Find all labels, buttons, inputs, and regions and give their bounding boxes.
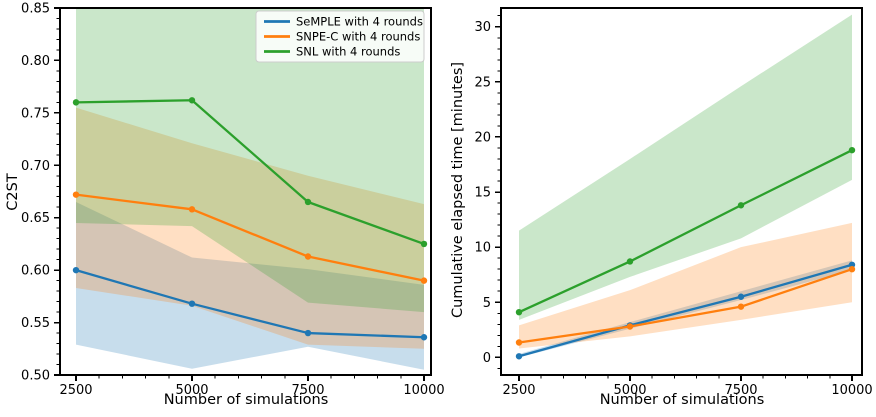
line-snl: [74, 99, 426, 246]
x-tick-label: 2500: [502, 383, 535, 398]
band-snpe-c: [76, 107, 424, 349]
y-tick-label: 10: [474, 241, 491, 256]
y-tick-label: 20: [474, 130, 491, 145]
y-tick-label: 0: [483, 351, 491, 366]
marker-snpe-c: [420, 277, 428, 284]
marker-snl: [737, 202, 745, 209]
line-semple: [74, 268, 426, 339]
marker-snpe-c: [626, 323, 634, 330]
x-tick-label: 2500: [59, 383, 92, 398]
y-tick-label: 0.75: [21, 106, 50, 121]
y-tick-label: 15: [474, 186, 491, 201]
y-tick-label: 0.55: [21, 316, 50, 331]
x-tick-label: 10000: [831, 383, 872, 398]
y-tick-label: 5: [483, 296, 491, 311]
left-plot-xaxis-label: Number of simulations: [163, 392, 329, 408]
legend-label: SNL with 4 rounds: [296, 45, 400, 59]
marker-snl: [848, 146, 856, 154]
band-snl: [76, 8, 424, 313]
plot-c2st-vs-simulations: 2500 5000 7500 10000 0.50 0.55 0.60 0.65 0.70 0.7…: [21, 2, 445, 399]
x-tick-label: 7500: [291, 383, 324, 398]
y-tick-label: 0.65: [21, 211, 50, 226]
left-plot-yaxis-label: C2ST: [5, 173, 21, 211]
marker-semple: [72, 266, 80, 274]
y-tick-label: 0.85: [21, 2, 50, 17]
legend-label: SNPE-C with 4 rounds: [296, 30, 420, 44]
x-tick-label: 7500: [724, 383, 757, 398]
marker-snpe-c: [848, 265, 856, 273]
confidence-bands: [76, 8, 424, 370]
marker-semple: [515, 353, 523, 360]
plot-elapsed-time-vs-simulations: 2500 5000 7500 10000 0 5 10 15 20 25 30: [474, 7, 873, 398]
marker-snl: [304, 198, 312, 206]
line-snpe-c: [517, 268, 854, 344]
line-snl: [517, 149, 854, 314]
line-snpe-c: [74, 193, 426, 282]
marker-snl: [188, 97, 196, 104]
marker-snl: [420, 240, 428, 248]
marker-snpe-c: [515, 339, 523, 346]
marker-semple: [304, 329, 312, 337]
x-tick-label: 5000: [613, 383, 646, 398]
marker-snpe-c: [72, 191, 80, 198]
y-tick-label: 0.50: [21, 369, 50, 384]
marker-semple: [737, 293, 745, 300]
right-plot-xaxis-label: Number of simulations: [599, 392, 765, 408]
axes: 2500 5000 7500 10000 0.50 0.55 0.60 0.65 0.70 0.7…: [21, 2, 445, 399]
marker-semple: [848, 261, 856, 268]
y-tick-label: 0.80: [21, 54, 50, 69]
line-semple: [517, 263, 854, 358]
x-tick-label: 10000: [403, 383, 444, 398]
marker-snl: [626, 258, 634, 265]
band-semple: [76, 201, 424, 370]
marker-snl: [515, 308, 523, 316]
y-tick-label: 0.70: [21, 159, 50, 174]
right-plot-yaxis-label: Cumulative elapsed time [minutes]: [450, 61, 466, 319]
legend-box: [255, 10, 425, 63]
marker-snpe-c: [737, 303, 745, 310]
band-snpe-c: [519, 222, 852, 349]
marker-snl: [72, 99, 80, 106]
marker-semple: [188, 300, 196, 307]
legend-label: SeMPLE with 4 rounds: [296, 15, 423, 29]
marker-semple: [420, 334, 428, 341]
marker-snpe-c: [188, 206, 196, 213]
marker-snpe-c: [304, 253, 312, 260]
x-tick-label: 5000: [175, 383, 208, 398]
y-tick-label: 30: [474, 20, 491, 35]
confidence-bands: [519, 14, 852, 358]
axes: 2500 5000 7500 10000 0 5 10 15 20 25 30: [474, 7, 873, 398]
y-tick-label: 0.60: [21, 264, 50, 279]
band-snl: [519, 14, 852, 320]
y-tick-label: 25: [474, 75, 491, 90]
